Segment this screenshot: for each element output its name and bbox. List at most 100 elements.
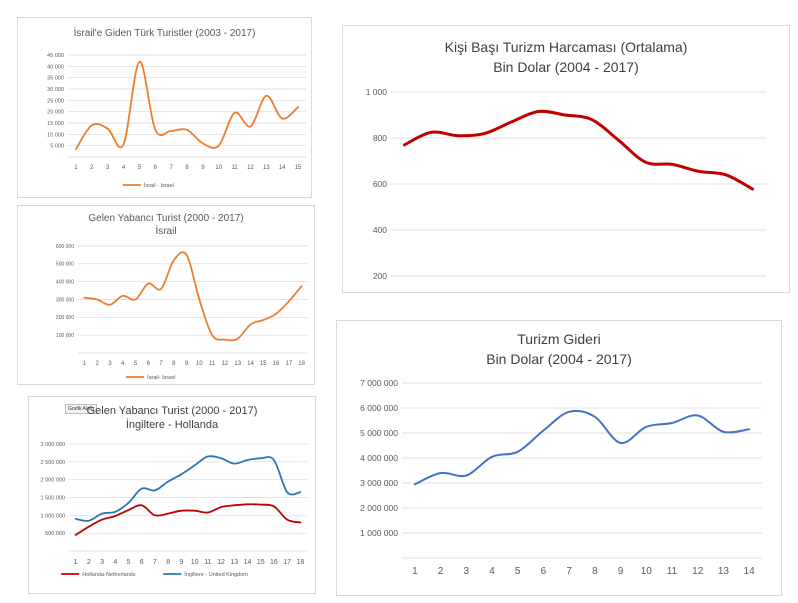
x-tick-label: 1 [83, 361, 87, 367]
x-tick-label: 6 [147, 361, 151, 367]
chart-svg: 500 000 1 000 000 1 500 000 2 000 000 2 500 … [41, 442, 307, 578]
series-line [402, 109, 755, 191]
chart-svg: 5 000 10 000 15 000 20 000 25 000 30 000 35 00… [47, 53, 306, 189]
legend-label: İsrail - Israel [144, 182, 174, 189]
y-tick-label: 3 000 000 [360, 478, 398, 488]
x-tick-label: 14 [247, 361, 254, 367]
x-tick-label: 17 [283, 559, 291, 566]
chart-panel-turkish-tourists-israel: İsrail'e Giden Türk Turistler (2003 - 20… [17, 17, 312, 198]
series-line [74, 455, 302, 522]
x-tick-label: 2 [438, 566, 444, 577]
chart-svg: 1 000 000 2 000 000 3 000 000 4 000 000 5 00… [360, 378, 762, 577]
series-line [74, 503, 302, 536]
x-tick-label: 3 [108, 361, 112, 367]
x-tick-label: 2 [90, 165, 94, 171]
x-tick-label: 9 [201, 165, 205, 171]
y-tick-label: 45 000 [47, 53, 64, 59]
x-tick-label: 4 [122, 165, 126, 171]
x-tick-label: 6 [541, 566, 547, 577]
x-tick-label: 13 [234, 361, 241, 367]
x-tick-label: 7 [566, 566, 572, 577]
chart-panel-foreign-tourists-israel: Gelen Yabancı Turist (2000 - 2017) İsrai… [17, 205, 315, 385]
chart-title: İsrail'e Giden Türk Turistler (2003 - 20… [73, 28, 256, 39]
x-tick-label: 17 [285, 361, 292, 367]
chart-title-line2: İngiltere - Hollanda [125, 419, 219, 431]
y-tick-label: 2 500 000 [41, 460, 65, 466]
x-tick-label: 9 [618, 566, 624, 577]
y-tick-label: 4 000 000 [360, 453, 398, 463]
x-tick-label: 12 [217, 559, 225, 566]
x-tick-label: 15 [260, 361, 267, 367]
y-tick-label: 800 [373, 133, 387, 143]
chart-title-line1: Turizm Gideri [517, 331, 601, 347]
x-tick-label: 5 [138, 165, 142, 171]
x-tick-label: 2 [95, 361, 99, 367]
chart-title-line1: Gelen Yabancı Turist (2000 - 2017) [86, 405, 258, 417]
x-tick-label: 7 [153, 559, 157, 566]
x-tick-label: 8 [185, 165, 189, 171]
chart-panel-per-capita-spending: Kişi Başı Turizm Harcaması (Ortalama) Bi… [342, 25, 790, 293]
x-tick-label: 9 [179, 559, 183, 566]
x-tick-label: 5 [134, 361, 138, 367]
chart-title-line1: Kişi Başı Turizm Harcaması (Ortalama) [444, 39, 688, 55]
x-tick-label: 13 [263, 165, 270, 171]
y-tick-label: 10 000 [47, 132, 64, 138]
x-tick-label: 10 [196, 361, 203, 367]
x-tick-label: 14 [244, 559, 252, 566]
x-tick-label: 1 [74, 559, 78, 566]
x-tick-label: 4 [489, 566, 495, 577]
x-tick-label: 15 [295, 165, 302, 171]
x-tick-label: 10 [215, 165, 222, 171]
x-tick-label: 7 [169, 165, 173, 171]
chart-svg: 200 400 600 800 1 000 [366, 87, 766, 281]
y-tick-label: 5 000 [50, 144, 64, 150]
y-tick-label: 600 000 [56, 244, 74, 250]
y-tick-label: 35 000 [47, 76, 64, 82]
x-tick-label: 11 [209, 361, 216, 367]
x-tick-label: 16 [273, 361, 280, 367]
x-tick-label: 6 [140, 559, 144, 566]
y-tick-label: 1 000 000 [360, 528, 398, 538]
y-tick-label: 6 000 000 [360, 403, 398, 413]
x-tick-label: 5 [515, 566, 521, 577]
series-line [413, 409, 751, 486]
series-line [75, 60, 299, 150]
y-tick-label: 5 000 000 [360, 428, 398, 438]
x-tick-label: 13 [718, 566, 730, 577]
y-tick-label: 2 000 000 [41, 478, 65, 484]
y-tick-label: 1 000 000 [41, 513, 65, 519]
x-tick-label: 9 [185, 361, 189, 367]
y-tick-label: 40 000 [47, 64, 64, 70]
chart-title-line2: İsrail [155, 226, 177, 237]
chart-area-badge: Grafik Alanı [65, 404, 97, 414]
x-tick-label: 18 [296, 559, 304, 566]
y-tick-label: 15 000 [47, 121, 64, 127]
chart-svg: 100 000 200 000 300 000 400 000 500 000 600 0… [56, 244, 308, 381]
x-tick-label: 11 [231, 165, 238, 171]
x-tick-label: 6 [154, 165, 158, 171]
y-tick-label: 500 000 [45, 531, 65, 537]
x-tick-label: 3 [106, 165, 110, 171]
x-tick-label: 8 [166, 559, 170, 566]
y-tick-label: 200 000 [56, 315, 74, 321]
x-tick-label: 8 [592, 566, 598, 577]
y-tick-label: 1 000 [366, 87, 388, 97]
x-tick-label: 1 [412, 566, 418, 577]
x-tick-label: 12 [247, 165, 254, 171]
legend-label: İngiltere - United Kingdom [184, 571, 248, 578]
y-tick-label: 20 000 [47, 110, 64, 116]
x-tick-label: 12 [222, 361, 229, 367]
legend-label: İsrail- Israel [147, 374, 175, 381]
x-tick-label: 4 [113, 559, 117, 566]
y-tick-label: 7 000 000 [360, 378, 398, 388]
y-tick-label: 3 000 000 [41, 442, 65, 448]
series-line [83, 251, 303, 342]
x-tick-label: 15 [257, 559, 265, 566]
x-tick-label: 13 [230, 559, 238, 566]
chart-panel-foreign-tourists-uk-nl: Grafik Alanı Gelen Yabancı Turist (2000 … [28, 396, 316, 594]
x-tick-label: 5 [127, 559, 131, 566]
x-tick-label: 10 [641, 566, 653, 577]
x-tick-label: 11 [667, 566, 678, 577]
x-tick-label: 3 [464, 566, 470, 577]
x-tick-label: 14 [279, 165, 286, 171]
